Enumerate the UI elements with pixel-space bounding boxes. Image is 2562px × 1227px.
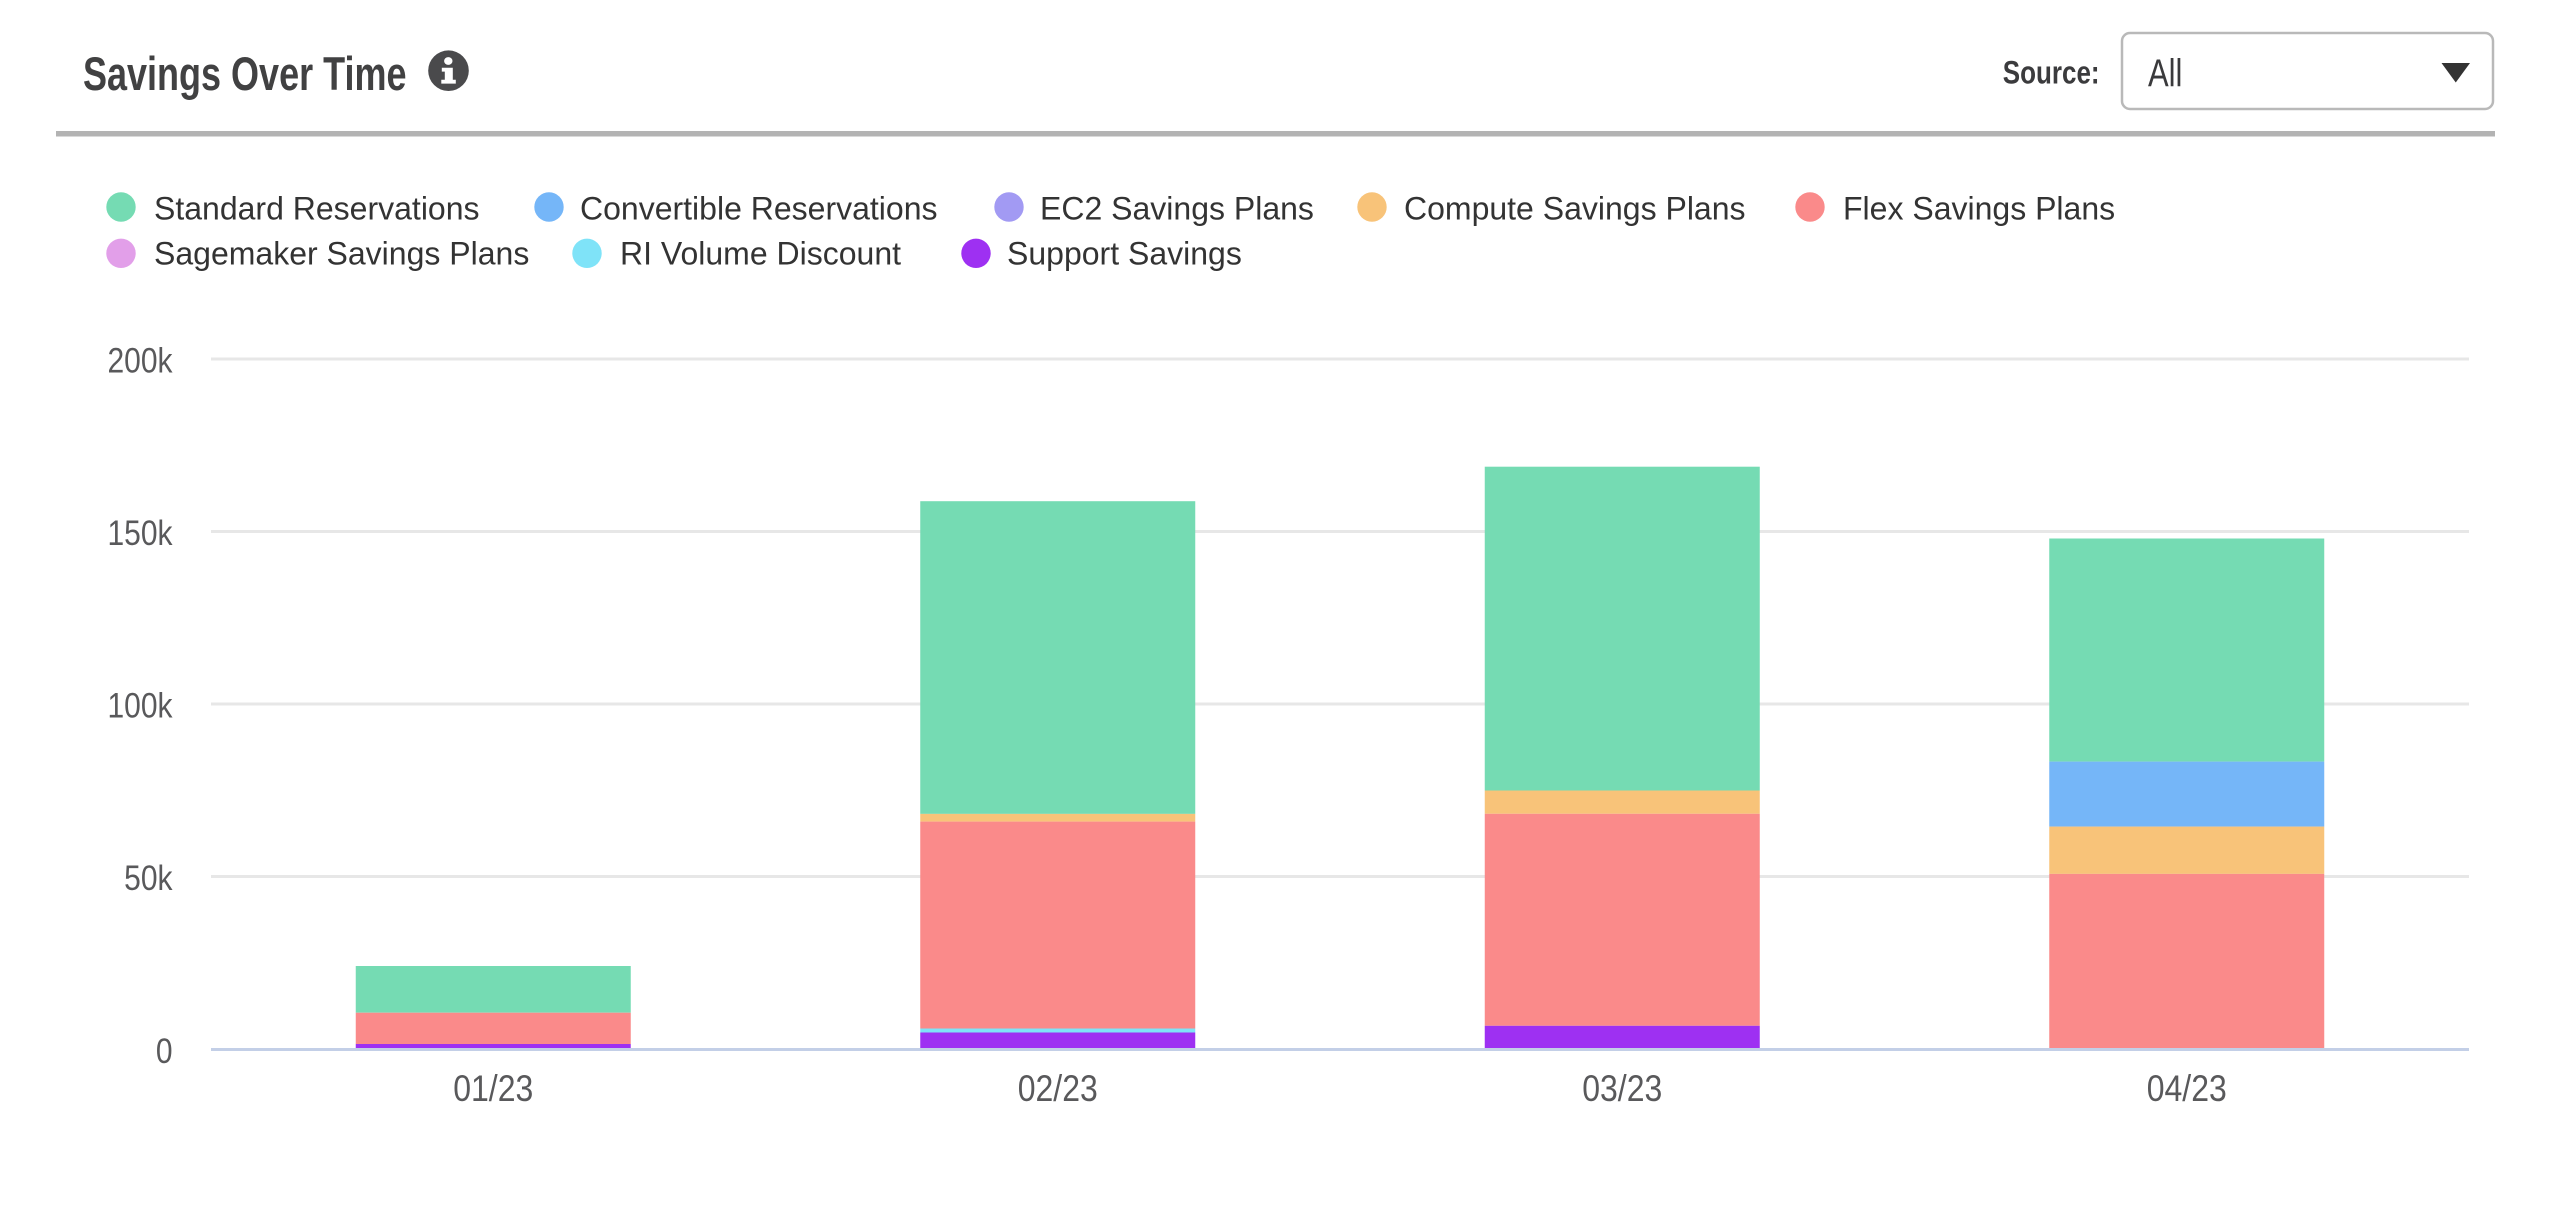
svg-text:Support Savings: Support Savings xyxy=(1007,236,1242,272)
svg-text:03/23: 03/23 xyxy=(1582,1068,1662,1110)
svg-text:Source:: Source: xyxy=(2003,55,2100,91)
svg-text:0: 0 xyxy=(156,1032,173,1071)
svg-text:Flex Savings Plans: Flex Savings Plans xyxy=(1843,191,2115,227)
svg-text:01/23: 01/23 xyxy=(453,1068,533,1110)
svg-text:04/23: 04/23 xyxy=(2147,1068,2227,1110)
svg-text:02/23: 02/23 xyxy=(1018,1068,1098,1110)
svg-text:Compute Savings Plans: Compute Savings Plans xyxy=(1404,191,1746,227)
svg-text:Standard Reservations: Standard Reservations xyxy=(154,191,480,227)
svg-text:EC2 Savings Plans: EC2 Savings Plans xyxy=(1040,191,1314,227)
svg-text:Savings Over Time: Savings Over Time xyxy=(83,47,406,100)
svg-text:Convertible Reservations: Convertible Reservations xyxy=(580,191,938,227)
svg-text:150k: 150k xyxy=(107,514,173,553)
svg-text:RI Volume Discount: RI Volume Discount xyxy=(620,236,901,272)
svg-text:100k: 100k xyxy=(107,686,173,725)
svg-text:50k: 50k xyxy=(124,859,173,898)
svg-text:Sagemaker Savings Plans: Sagemaker Savings Plans xyxy=(154,236,529,272)
svg-text:All: All xyxy=(2148,52,2182,95)
svg-text:200k: 200k xyxy=(107,341,173,380)
